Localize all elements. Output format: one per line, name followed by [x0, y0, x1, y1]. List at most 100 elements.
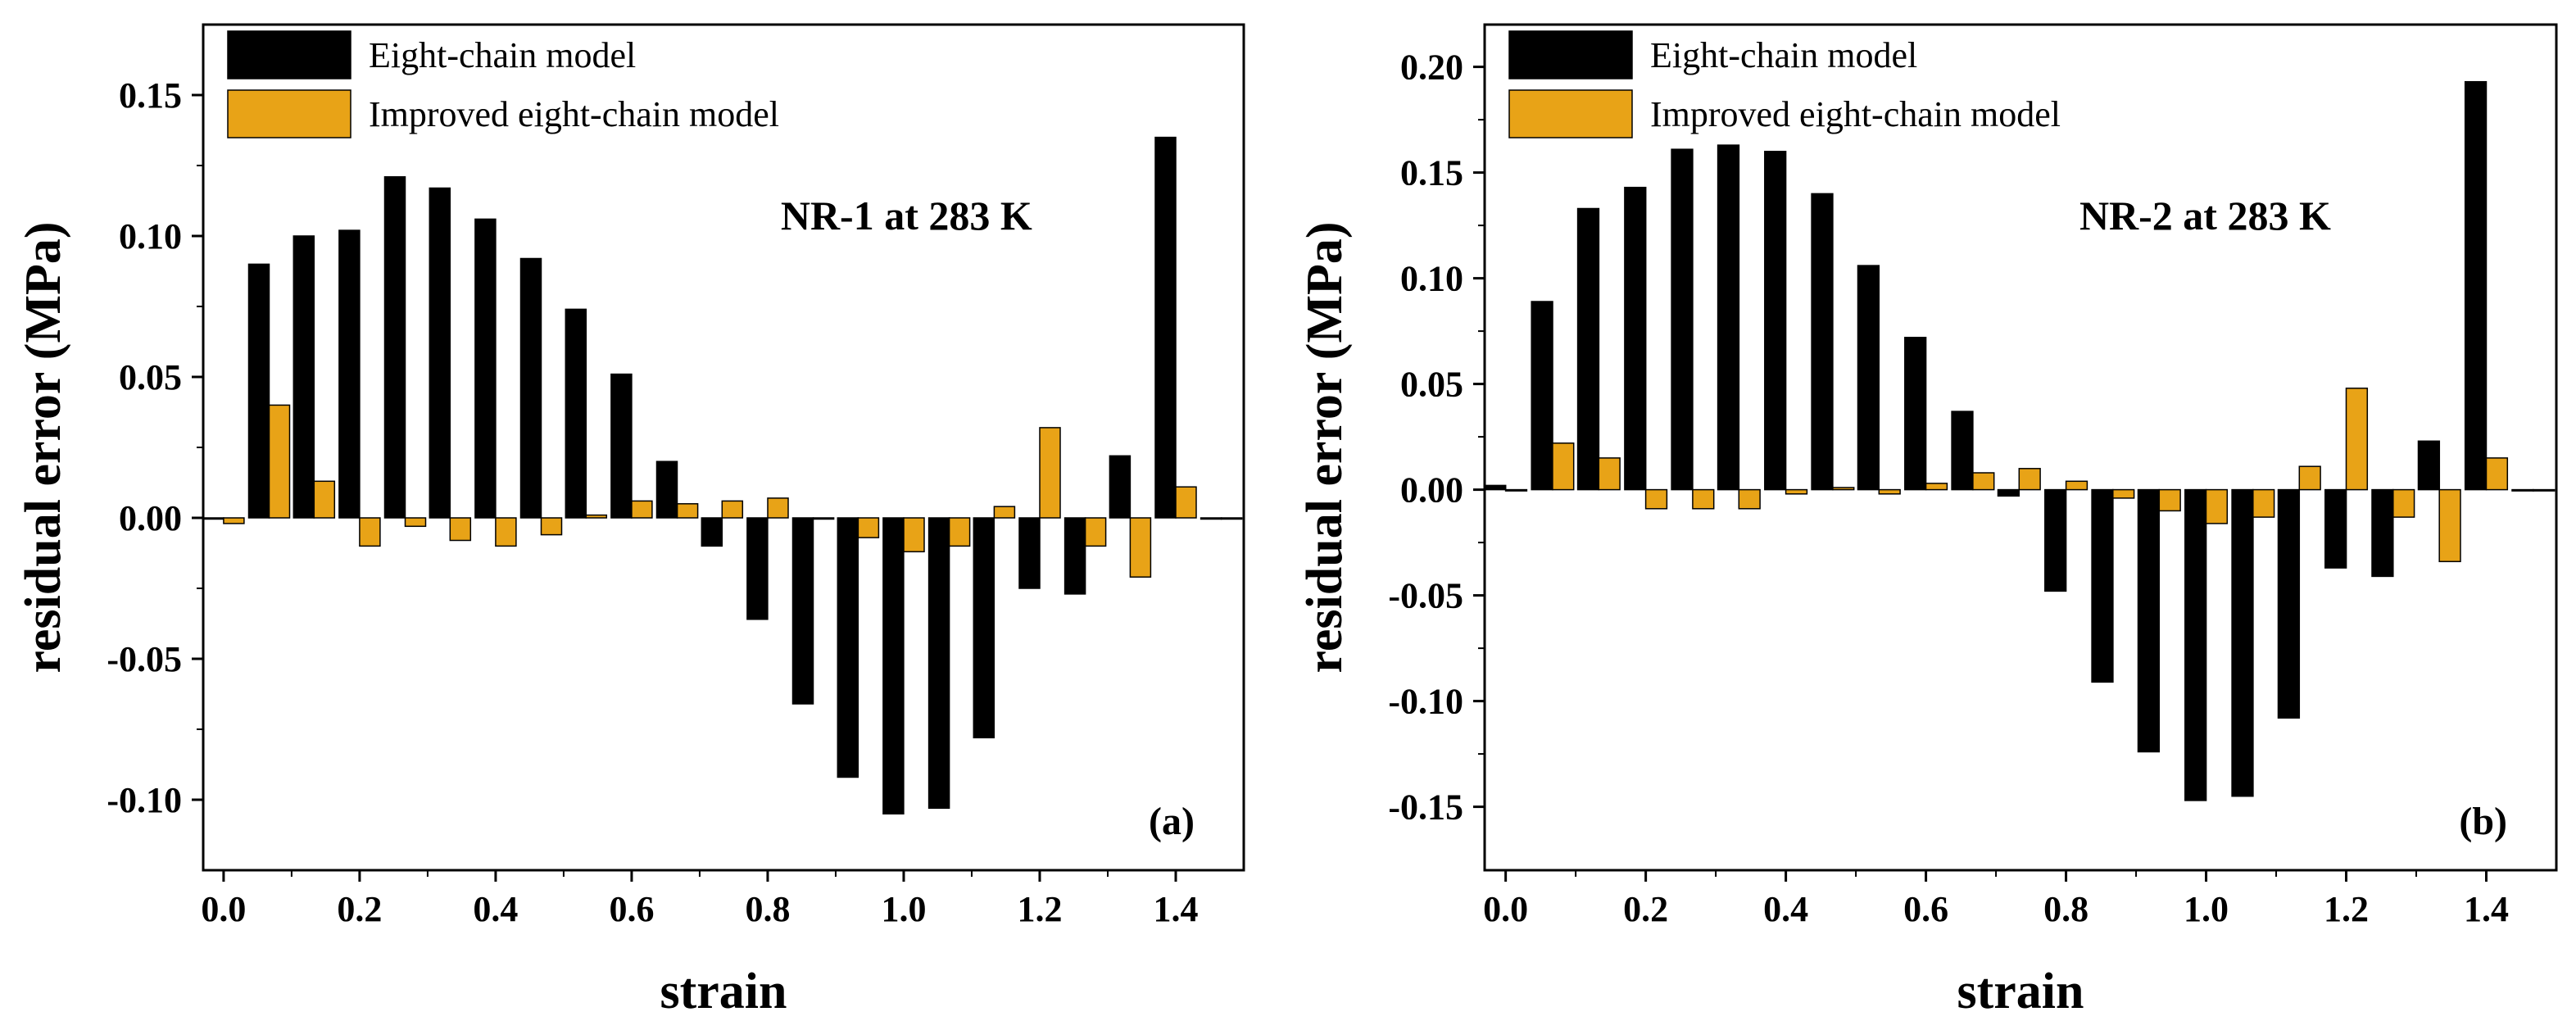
bar-improved-7 [540, 517, 563, 536]
bar-eight-chain-7 [1811, 193, 1834, 491]
panel-annotation: NR-1 at 283 K [781, 193, 1032, 238]
bar-eight-chain-0 [202, 517, 224, 520]
bar-eight-chain-17 [2277, 488, 2301, 719]
bar-improved-5 [1738, 488, 1761, 510]
bar-improved-1 [1552, 442, 1575, 491]
x-tick-label: 0.0 [1483, 889, 1528, 929]
y-tick-label: -0.15 [1388, 787, 1463, 828]
bar-improved-4 [404, 517, 427, 528]
bar-eight-chain-5 [429, 187, 451, 519]
bar-eight-chain-2 [1576, 207, 1600, 491]
bar-eight-chain-22 [2511, 488, 2534, 492]
x-tick-label: 0.4 [1763, 889, 1808, 929]
bar-improved-4 [1692, 488, 1715, 510]
bar-eight-chain-9 [1904, 337, 1927, 491]
bar-eight-chain-8 [1857, 265, 1880, 491]
bar-eight-chain-13 [2091, 488, 2114, 683]
bar-eight-chain-7 [519, 257, 542, 519]
bar-eight-chain-12 [746, 517, 769, 620]
x-tick-label: 1.0 [881, 889, 926, 929]
bar-improved-18 [2345, 388, 2369, 491]
bar-improved-3 [1644, 488, 1668, 510]
x-axis-title: strain [1957, 964, 2084, 1019]
bar-improved-21 [2485, 457, 2509, 491]
y-tick-label: 0.20 [1400, 48, 1463, 88]
x-tick-label: 0.2 [1623, 889, 1668, 929]
legend-label-eight-chain: Eight-chain model [369, 35, 636, 75]
bar-eight-chain-1 [1531, 301, 1553, 491]
bar-improved-10 [676, 503, 699, 519]
bar-improved-13 [812, 517, 835, 520]
x-tick-label: 0.6 [1903, 889, 1948, 929]
y-tick-label: -0.10 [1388, 682, 1463, 722]
bar-improved-12 [767, 497, 789, 519]
bar-improved-8 [585, 514, 608, 519]
bar-eight-chain-5 [1717, 144, 1740, 491]
bar-improved-13 [2112, 488, 2135, 499]
bar-improved-11 [2018, 468, 2041, 491]
panel-label: (a) [1149, 800, 1195, 843]
legend-label-improved: Improved eight-chain model [1650, 94, 2061, 134]
y-tick-label: 0.00 [1400, 470, 1463, 510]
bar-improved-7 [1832, 487, 1855, 491]
bar-eight-chain-21 [2464, 80, 2488, 491]
bar-eight-chain-22 [1200, 517, 1222, 520]
bar-improved-8 [1878, 488, 1901, 495]
y-tick-label: 0.15 [119, 75, 182, 116]
x-tick-label: 0.2 [337, 889, 382, 929]
bar-eight-chain-4 [383, 176, 406, 519]
bar-improved-14 [857, 517, 880, 538]
bar-eight-chain-3 [338, 229, 361, 519]
bar-improved-20 [1129, 517, 1152, 578]
bar-eight-chain-11 [1997, 488, 2020, 497]
x-axis-title: strain [660, 964, 787, 1019]
bar-improved-20 [2438, 488, 2461, 563]
bar-improved-19 [1084, 517, 1107, 547]
bar-improved-3 [359, 517, 381, 547]
bar-improved-21 [1175, 486, 1197, 519]
bar-eight-chain-9 [610, 373, 633, 519]
bar-eight-chain-8 [565, 308, 587, 519]
bar-eight-chain-13 [791, 517, 814, 705]
chart-panel-a: -0.10 -0.05 0.00 0.05 0.10 0.15 0.0 0.2 0.4 0.6 0.… [16, 23, 1245, 1019]
bar-eight-chain-19 [2371, 488, 2394, 578]
chart-panel-b: -0.15 -0.10 -0.05 0.00 0.05 0.10 0.15 0.20 0.0 0.… [1297, 23, 2558, 1019]
bar-improved-6 [495, 517, 517, 547]
y-tick-label: -0.05 [1388, 576, 1463, 616]
bar-eight-chain-15 [2184, 488, 2207, 801]
bar-improved-0 [223, 517, 245, 524]
bar-eight-chain-12 [2044, 488, 2067, 592]
bar-improved-22 [1220, 517, 1243, 520]
legend-swatch-improved [1508, 89, 1633, 138]
bar-improved-6 [1785, 488, 1808, 495]
bar-improved-2 [1598, 457, 1621, 491]
bar-eight-chain-6 [474, 218, 497, 519]
x-tick-label: 1.2 [2324, 889, 2369, 929]
x-tick-label: 0.8 [745, 889, 790, 929]
bar-improved-17 [993, 506, 1016, 519]
bar-eight-chain-15 [882, 517, 905, 814]
y-tick-label: -0.05 [107, 639, 182, 679]
x-tick-label: 0.0 [201, 889, 246, 929]
bar-improved-10 [1972, 472, 1995, 491]
x-tick-label: 0.4 [473, 889, 518, 929]
bar-improved-9 [1925, 483, 1948, 491]
x-tick-label: 1.4 [2464, 889, 2509, 929]
bar-improved-0 [1504, 488, 1528, 492]
bar-improved-19 [2392, 488, 2415, 518]
bar-eight-chain-3 [1624, 186, 1647, 491]
bar-eight-chain-20 [1109, 455, 1132, 519]
bar-improved-1 [268, 404, 291, 519]
y-tick-label: 0.05 [1400, 365, 1463, 405]
bar-eight-chain-17 [973, 517, 995, 739]
y-tick-label: 0.10 [119, 216, 182, 256]
bar-eight-chain-0 [1484, 484, 1507, 491]
x-tick-label: 1.4 [1153, 889, 1198, 929]
bar-improved-18 [1039, 427, 1061, 519]
bar-eight-chain-2 [293, 235, 315, 519]
bar-improved-2 [313, 480, 336, 519]
x-tick-label: 0.8 [2043, 889, 2088, 929]
bar-improved-17 [2298, 465, 2321, 491]
bar-eight-chain-20 [2417, 440, 2441, 491]
